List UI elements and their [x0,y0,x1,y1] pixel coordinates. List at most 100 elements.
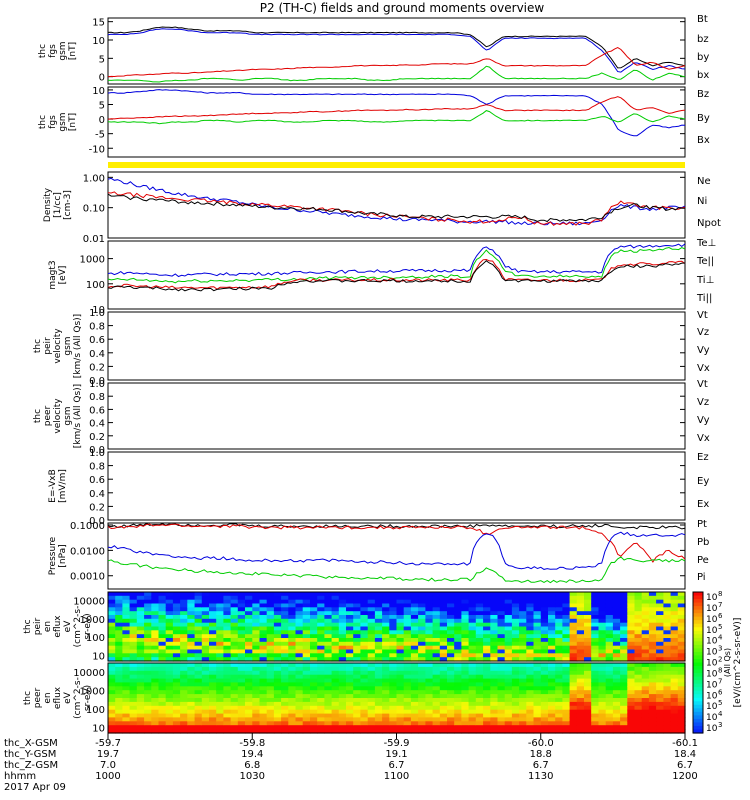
heatmap-cell [389,698,398,703]
heatmap-cell [172,686,181,691]
heatmap-cell [266,630,275,635]
date-label: 2017 Apr 09 [4,782,66,793]
heatmap-cell [483,694,491,699]
heatmap-cell [519,663,527,668]
heatmap-cell [338,721,347,726]
heatmap-cell [382,595,390,601]
heatmap-cell [389,653,398,658]
heatmap-cell [252,603,261,608]
heatmap-cell [504,725,513,730]
heatmap-cell [540,649,549,654]
heatmap-cell [165,694,174,699]
heatmap-cell [230,670,239,676]
x-tick-label: 19.1 [385,749,407,760]
heatmap-cell [576,657,585,662]
heatmap-cell [396,729,405,734]
heatmap-cell [382,698,390,703]
heatmap-cell [576,717,585,722]
heatmap-cell [432,701,441,707]
y-axis-label: fgs [48,115,58,129]
heatmap-cell [209,666,217,672]
heatmap-cell [656,641,664,647]
heatmap-cell [410,634,419,639]
heatmap-cell [180,645,188,651]
heatmap-cell [490,645,499,651]
heatmap-cell [122,599,131,605]
heatmap-cell [432,599,441,605]
heatmap-cell [439,645,448,651]
heatmap-cell [382,670,390,676]
heatmap-cell [230,721,239,726]
heatmap-cell [519,725,527,730]
heatmap-cell [288,713,297,719]
heatmap-cell [410,611,419,616]
heatmap-cell [418,611,426,616]
heatmap-cell [548,717,556,722]
heatmap-cell [382,603,390,608]
heatmap-cell [548,721,556,726]
heatmap-cell [497,634,506,639]
heatmap-cell [151,653,160,658]
heatmap-cell [338,657,347,662]
heatmap-cell [389,638,398,643]
heatmap-cell [216,595,224,601]
heatmap-cell [367,657,376,662]
heatmap-cell [172,674,181,680]
heatmap-cell [540,611,549,616]
heatmap-cell [324,626,333,631]
heatmap-cell [230,698,239,703]
heatmap-cell [598,641,607,647]
heatmap-cell [461,634,470,639]
heatmap-cell [237,622,246,628]
heatmap-cell [598,674,607,680]
heatmap-cell [533,663,542,668]
heatmap-cell [677,705,686,711]
heatmap-cell [295,622,304,628]
heatmap-cell [584,701,592,707]
heatmap-cell [634,603,643,608]
heatmap-cell [346,682,354,687]
heatmap-cell [122,674,131,680]
heatmap-cell [670,694,679,699]
heatmap-cell [511,666,520,672]
heatmap-cell [223,725,232,730]
heatmap-cell [483,657,491,662]
heatmap-cell [172,709,181,715]
heatmap-cell [425,603,434,608]
heatmap-cell [634,622,643,628]
heatmap-cell [432,713,441,719]
heatmap-cell [663,599,672,605]
ephemeris-flag-bar [108,162,685,168]
heatmap-cell [533,713,542,719]
heatmap-cell [252,666,261,672]
heatmap-cell [288,666,297,672]
heatmap-cell [223,615,232,620]
heatmap-cell [180,674,188,680]
heatmap-cell [302,698,311,703]
heatmap-cell [540,622,549,628]
x-row-label: thc_Z-GSM [4,760,58,771]
heatmap-cell [403,611,412,616]
heatmap-cell [677,653,686,658]
heatmap-cell [533,725,542,730]
heatmap-cell [447,599,455,605]
heatmap-cell [108,607,116,612]
heatmap-cell [475,595,484,601]
heatmap-cell [266,709,275,715]
heatmap-cell [273,603,282,608]
heatmap-cell [562,670,571,676]
heatmap-cell [677,603,686,608]
heatmap-cell [490,698,499,703]
heatmap-cell [367,622,376,628]
heatmap-cell [403,607,412,612]
heatmap-cell [634,641,643,647]
heatmap-cell [288,698,297,703]
heatmap-cell [483,603,491,608]
heatmap-cell [526,686,535,691]
heatmap-cell [461,701,470,707]
heatmap-cell [548,653,556,658]
heatmap-cell [627,607,636,612]
heatmap-cell [172,638,181,643]
heatmap-cell [317,729,325,734]
heatmap-cell [634,686,643,691]
